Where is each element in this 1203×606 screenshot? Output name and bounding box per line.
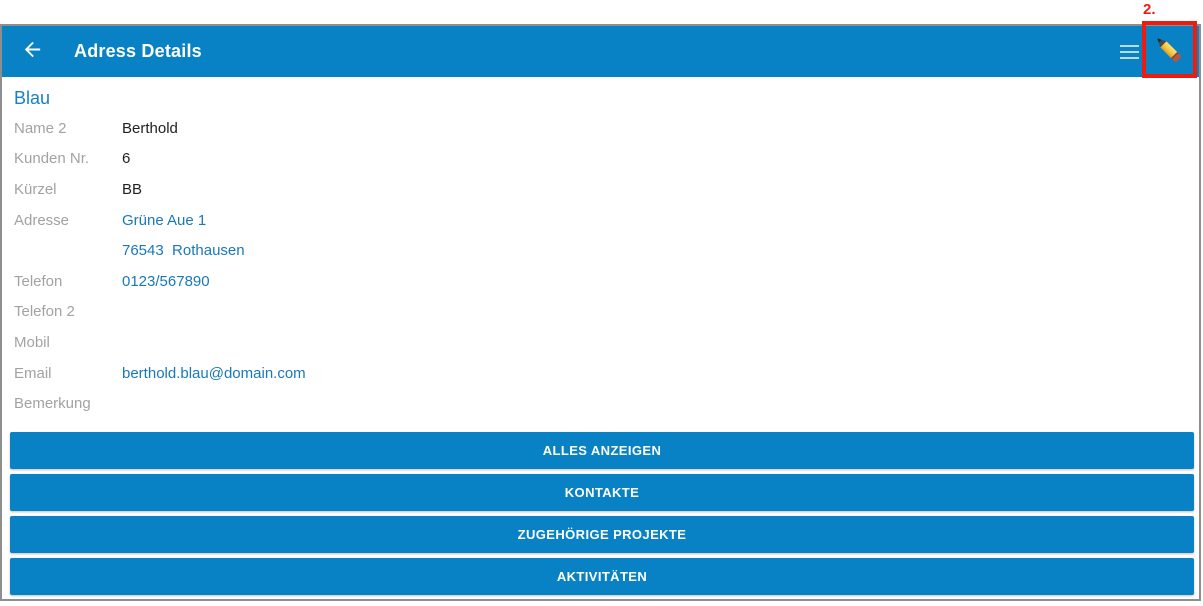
- field-label: Email: [14, 364, 52, 382]
- page-title: Adress Details: [74, 41, 202, 61]
- field-row: Name 2 Berthold: [14, 113, 1187, 144]
- field-label: Name 2: [14, 119, 67, 137]
- hamburger-menu-icon: [1120, 44, 1139, 47]
- field-row: Adresse Grüne Aue 1: [14, 205, 1187, 236]
- overflow-menu-button[interactable]: [1120, 36, 1140, 68]
- field-label: Adresse: [14, 211, 70, 229]
- email-link[interactable]: berthold.blau@domain.com: [122, 364, 306, 382]
- field-label: Kürzel: [14, 180, 57, 198]
- address-city-link[interactable]: 76543 Rothausen: [122, 242, 245, 260]
- related-projects-button[interactable]: ZUGEHÖRIGE PROJEKTE: [10, 516, 1194, 553]
- phone-link[interactable]: 0123/567890: [122, 272, 210, 290]
- back-arrow-icon: [21, 38, 44, 66]
- field-value: Berthold: [122, 119, 178, 137]
- field-row: Email berthold.blau@domain.com: [14, 358, 1187, 389]
- hamburger-menu-icon: [1120, 56, 1139, 59]
- field-label: Telefon: [14, 272, 63, 290]
- activities-button[interactable]: AKTIVITÄTEN: [10, 558, 1194, 595]
- show-all-button[interactable]: ALLES ANZEIGEN: [10, 432, 1194, 469]
- contacts-button[interactable]: KONTAKTE: [10, 474, 1194, 511]
- hamburger-menu-icon: [1120, 50, 1139, 53]
- field-row: Kürzel BB: [14, 174, 1187, 205]
- action-button-group: ALLES ANZEIGEN KONTAKTE ZUGEHÖRIGE PROJE…: [10, 432, 1194, 595]
- field-label: Mobil: [14, 333, 50, 351]
- field-row: Kunden Nr. 6: [14, 144, 1187, 175]
- record-details: Blau Name 2 Berthold Kunden Nr. 6 Kürzel…: [2, 77, 1199, 419]
- back-button[interactable]: [16, 36, 48, 68]
- field-row: Telefon 0123/567890: [14, 266, 1187, 297]
- pencil-icon: [1151, 32, 1185, 71]
- field-value: 6: [122, 150, 131, 168]
- app-window: Adress Details: [0, 24, 1201, 601]
- field-value: BB: [122, 180, 143, 198]
- annotation-step-label: 2.: [1143, 1, 1156, 18]
- field-row: 76543 Rothausen: [14, 235, 1187, 266]
- app-bar: Adress Details: [2, 26, 1199, 77]
- field-label: Telefon 2: [14, 303, 75, 321]
- field-label: Bemerkung: [14, 395, 91, 413]
- record-name: Blau: [14, 88, 51, 108]
- field-row: Bemerkung: [14, 388, 1187, 419]
- field-label: Kunden Nr.: [14, 150, 90, 168]
- field-row: Mobil: [14, 327, 1187, 358]
- field-row: Telefon 2: [14, 297, 1187, 328]
- edit-button[interactable]: [1151, 35, 1185, 69]
- address-link[interactable]: Grüne Aue 1: [122, 211, 207, 229]
